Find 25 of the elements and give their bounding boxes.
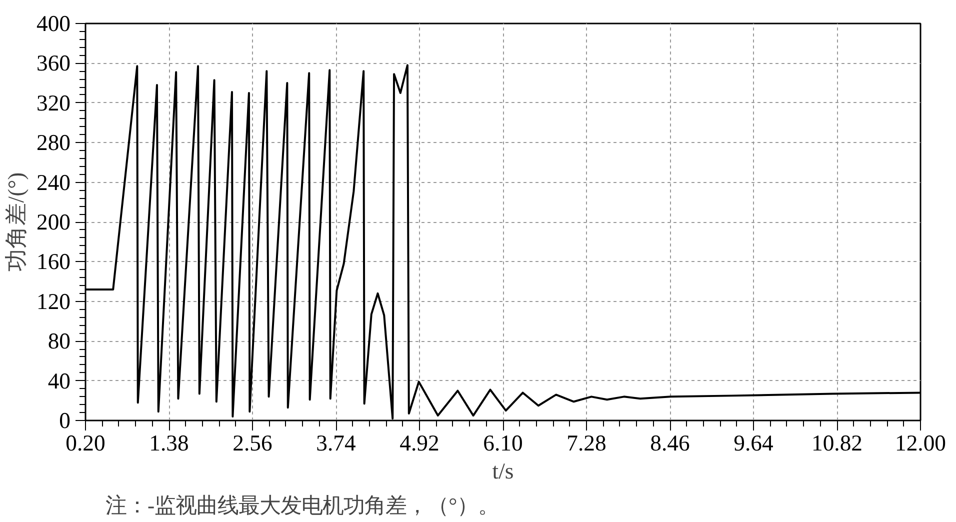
y-tick-label: 80	[48, 328, 70, 354]
x-tick-label: 7.28	[566, 430, 606, 456]
x-tick-label: 2.56	[232, 430, 272, 456]
y-tick-label: 320	[36, 90, 70, 116]
x-axis-title: t/s	[492, 458, 514, 484]
x-tick-label: 9.64	[734, 430, 774, 456]
x-tick-label: 12.00	[895, 430, 946, 456]
text: 注：-监视曲线最大发电机功角差，（°）。	[106, 494, 500, 518]
x-tick-label: 3.74	[316, 430, 356, 456]
x-tick-label: 4.92	[400, 430, 440, 456]
y-tick-label: 120	[36, 288, 70, 314]
y-tick-label: 280	[36, 130, 70, 156]
y-tick-label: 360	[36, 50, 70, 76]
x-tick-label: 0.20	[66, 430, 106, 456]
x-tick-label: 6.10	[483, 430, 523, 456]
y-tick-label: 200	[36, 210, 70, 234]
y-tick-label: 160	[36, 249, 70, 274]
y-tick-label: 40	[48, 368, 70, 394]
x-tick-label: 8.46	[650, 430, 690, 456]
x-tick-label: 10.82	[812, 430, 862, 456]
x-tick-label: 1.38	[149, 430, 189, 456]
y-tick-label: 240	[36, 170, 70, 195]
y-tick-label: 400	[36, 11, 70, 36]
y-axis-title: 功角差/(°)	[4, 172, 29, 272]
y-tick-label: 0	[59, 408, 70, 433]
